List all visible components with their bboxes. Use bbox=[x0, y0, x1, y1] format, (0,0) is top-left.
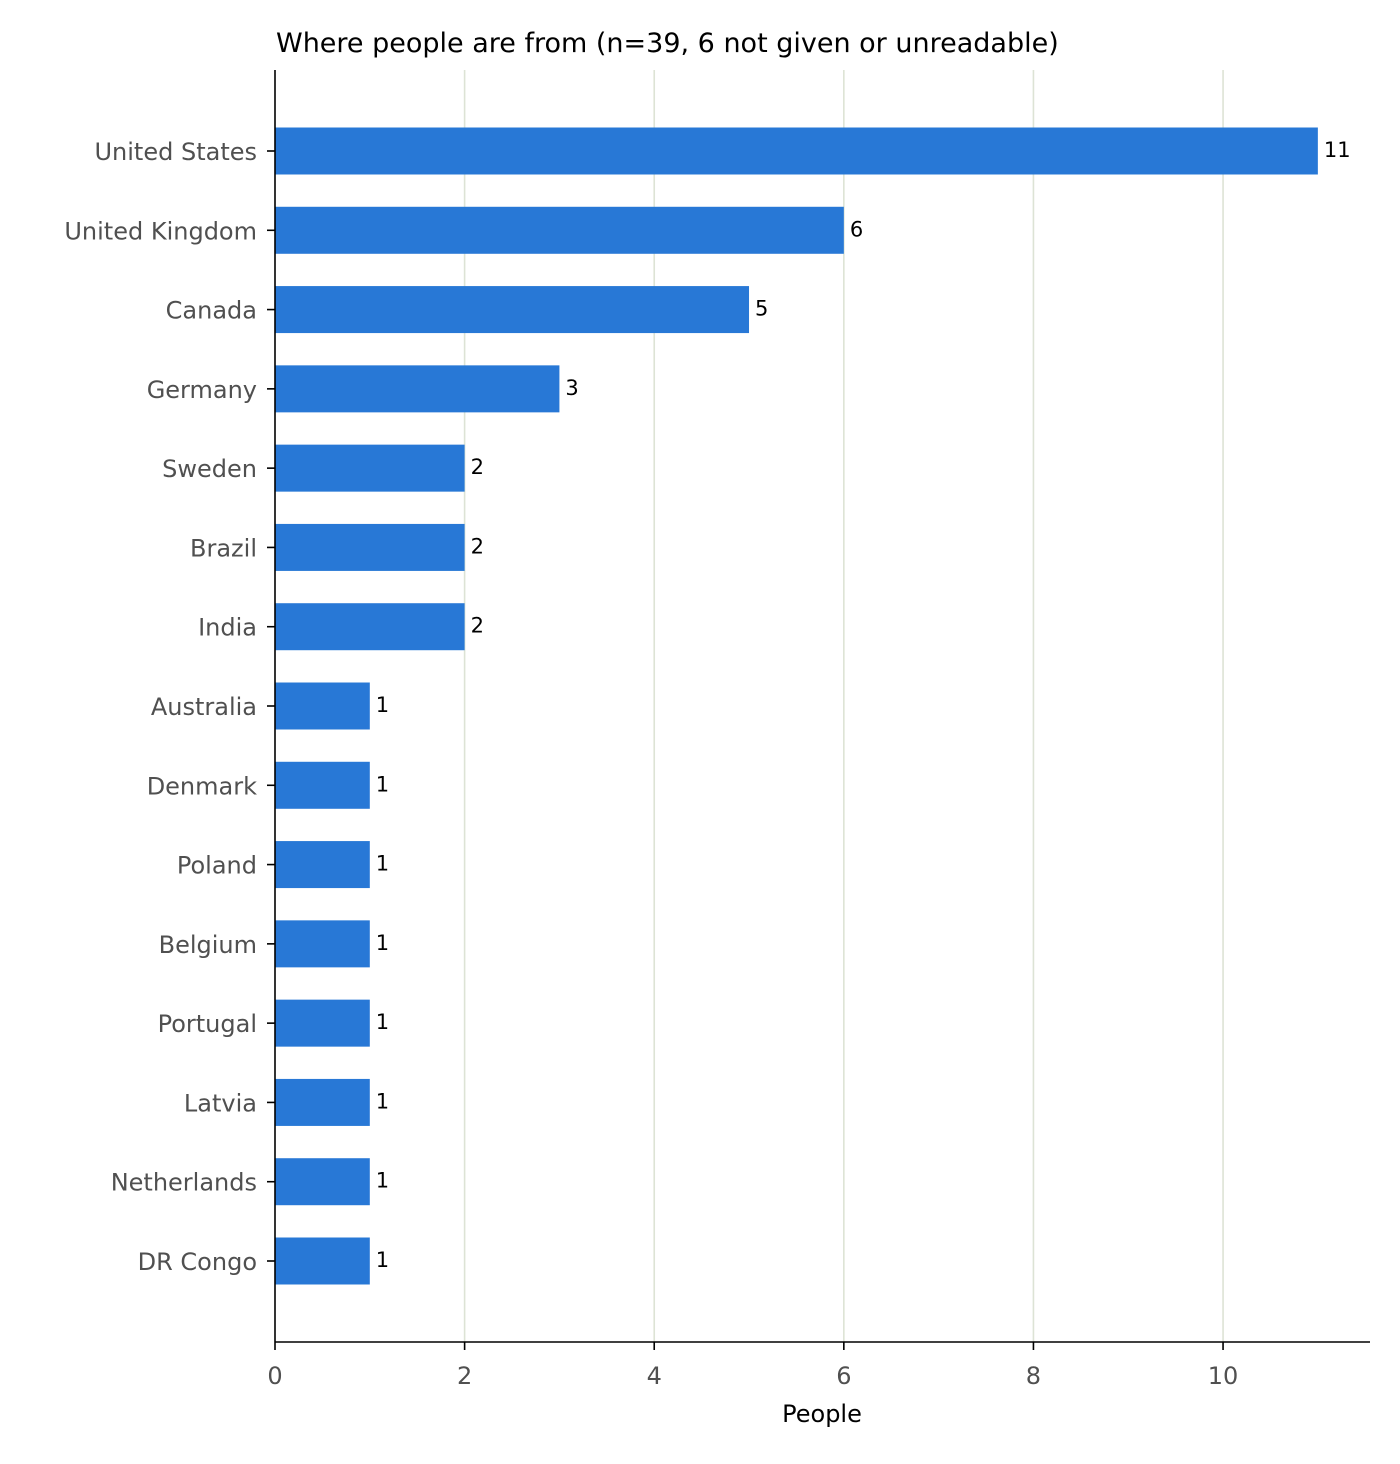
data-label: 5 bbox=[755, 297, 768, 321]
bar bbox=[275, 999, 370, 1047]
bar bbox=[275, 286, 750, 334]
bar bbox=[275, 761, 370, 809]
bars bbox=[275, 127, 1318, 1285]
bar bbox=[275, 365, 560, 413]
x-axis-label: People bbox=[782, 1400, 862, 1428]
y-tick-label: Germany bbox=[147, 376, 257, 404]
data-label: 1 bbox=[376, 1248, 389, 1272]
chart-title: Where people are from (n=39, 6 not given… bbox=[276, 28, 1059, 59]
data-label: 2 bbox=[471, 534, 484, 558]
bar bbox=[275, 127, 1318, 175]
data-label: 1 bbox=[376, 772, 389, 796]
data-label: 1 bbox=[376, 1010, 389, 1034]
data-label: 3 bbox=[565, 376, 578, 400]
y-tick-label: India bbox=[198, 614, 257, 642]
y-tick-label: Latvia bbox=[184, 1089, 257, 1117]
data-label: 1 bbox=[376, 1089, 389, 1113]
y-tick-label: Brazil bbox=[190, 534, 257, 562]
data-label: 1 bbox=[376, 1169, 389, 1193]
y-tick-label: United States bbox=[94, 138, 257, 166]
x-tick-label: 0 bbox=[267, 1362, 282, 1390]
data-label: 6 bbox=[850, 217, 863, 241]
data-label: 1 bbox=[376, 693, 389, 717]
y-tick-label: Australia bbox=[151, 693, 257, 721]
data-label: 1 bbox=[376, 852, 389, 876]
y-tick-label: Portugal bbox=[158, 1010, 257, 1038]
bar bbox=[275, 1237, 370, 1285]
data-label: 2 bbox=[471, 455, 484, 479]
x-tick-label: 4 bbox=[647, 1362, 662, 1390]
bar bbox=[275, 682, 370, 730]
y-tick-label: Denmark bbox=[147, 772, 257, 800]
x-tick-label: 2 bbox=[457, 1362, 472, 1390]
grid-lines bbox=[463, 70, 1224, 1342]
y-tick-label: Poland bbox=[177, 852, 257, 880]
bar bbox=[275, 920, 370, 968]
bar bbox=[275, 1158, 370, 1206]
y-tick-label: Belgium bbox=[159, 931, 257, 959]
y-tick-label: Canada bbox=[166, 297, 257, 325]
y-tick-label: Sweden bbox=[162, 455, 257, 483]
y-tick-label: Netherlands bbox=[111, 1169, 257, 1197]
bar bbox=[275, 841, 370, 889]
bar bbox=[275, 1078, 370, 1126]
y-tick-label: United Kingdom bbox=[64, 217, 257, 245]
bar bbox=[275, 444, 465, 492]
y-tick-label: DR Congo bbox=[138, 1248, 257, 1276]
bar bbox=[275, 603, 465, 651]
bar bbox=[275, 206, 844, 254]
x-tick-label: 10 bbox=[1208, 1362, 1239, 1390]
bar bbox=[275, 523, 465, 571]
y-axis-ticks: United States United Kingdom Canada Germany… bbox=[64, 138, 275, 1276]
x-axis-ticks: 0 2 4 6 8 10 bbox=[267, 1342, 1238, 1390]
data-label: 11 bbox=[1324, 138, 1351, 162]
data-label: 1 bbox=[376, 931, 389, 955]
x-tick-label: 8 bbox=[1026, 1362, 1041, 1390]
x-tick-label: 6 bbox=[836, 1362, 851, 1390]
data-label: 2 bbox=[471, 614, 484, 638]
